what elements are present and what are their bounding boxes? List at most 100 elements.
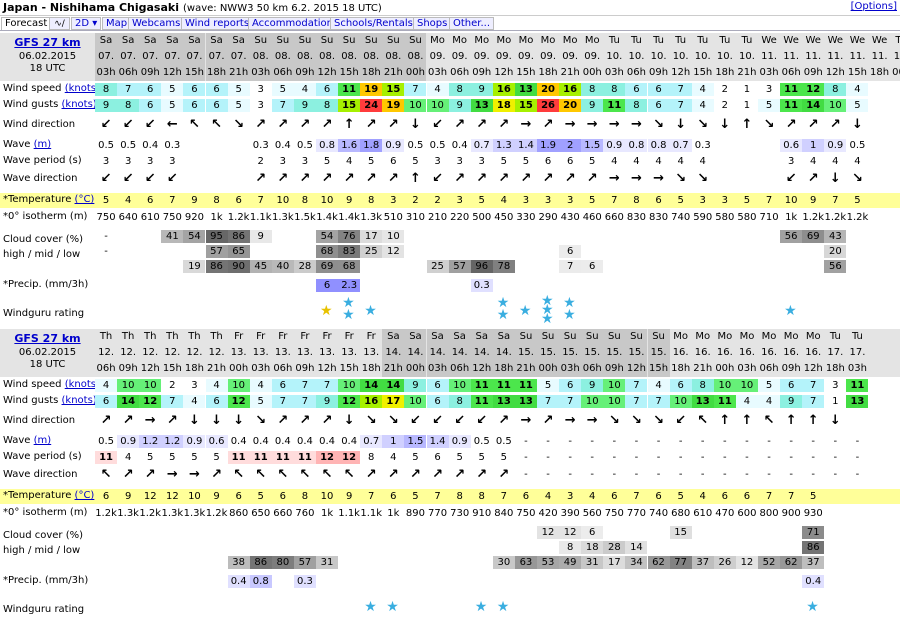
wind-direction-arrow-icon: ↗: [542, 413, 554, 428]
model-link[interactable]: GFS 27 km: [14, 36, 81, 49]
day-label: Th: [210, 331, 223, 342]
date-label: 07.: [98, 51, 114, 62]
time-column-header: Mo 09. 18h: [537, 33, 559, 81]
wave-label-unit-link[interactable]: (m): [33, 435, 52, 446]
temperature-cell: 7: [611, 195, 618, 206]
wave-height-cell: 0.4: [271, 435, 294, 448]
day-label: Th: [188, 331, 201, 342]
temperature-cell: 10: [320, 491, 334, 502]
day-label: Fr: [234, 331, 244, 342]
wind-gusts-cell: 15: [514, 99, 537, 112]
model-link[interactable]: GFS 27 km: [14, 332, 81, 345]
page-title: Japan - Nishihama Chigasaki (wave: NWW3 5…: [3, 1, 382, 14]
wave-period-cell: 3: [426, 155, 449, 168]
options-link[interactable]: [Options]: [850, 1, 897, 12]
model-date: 06.02.2015: [18, 347, 77, 358]
rating-star-icon: ★: [496, 599, 510, 615]
tab-map[interactable]: Map: [102, 17, 132, 30]
isotherm-cell: 1.2k: [227, 212, 250, 223]
wave-height-cell: -: [789, 436, 793, 447]
tab-forecast[interactable]: Forecast: [1, 17, 52, 30]
tab-shops[interactable]: Shops: [413, 17, 452, 30]
wind-direction-arrow-icon: ↖: [188, 117, 200, 132]
hour-label: 03h: [737, 363, 757, 374]
wind-direction-arrow-icon: ↗: [785, 117, 797, 132]
wave-direction-arrow-icon: →: [188, 467, 200, 482]
isotherm-cell: 1.3k: [271, 212, 294, 223]
isotherm-cell: 500: [472, 212, 492, 223]
wave-period-cell: 3: [293, 155, 316, 168]
day-label: Mo: [474, 35, 490, 46]
wave-direction-arrow-icon: →: [608, 171, 620, 186]
wind-direction-arrow-icon: ↗: [498, 117, 510, 132]
precipitation-cell: 2.3: [338, 279, 361, 292]
cloud-low-cell: 78: [492, 260, 515, 273]
wind-gusts-cell: 12: [227, 395, 250, 408]
date-label: 10.: [628, 51, 645, 62]
date-label: 16.: [694, 347, 711, 358]
wind-gusts-cell: 10: [404, 99, 427, 112]
wind-direction-arrow-icon: ↙: [100, 117, 112, 132]
wave-height-cell: 0.8: [316, 139, 339, 152]
tab-wind-reports[interactable]: Wind reports: [181, 17, 254, 30]
wind-speed-label: Wind speed (knots): [3, 379, 100, 390]
wind-direction-arrow-icon: ↓: [233, 413, 245, 428]
date-label: 16.: [761, 347, 777, 358]
wave-period-cell: 6: [426, 451, 449, 464]
temperature-cell: 12: [143, 491, 157, 502]
precipitation-label-text: *Precip. (mm/3h): [3, 279, 89, 290]
wind-speed-cell: 4: [647, 379, 670, 392]
temperature-cell: 3: [390, 195, 397, 206]
temperature-label-unit-link[interactable]: (°C): [74, 490, 95, 501]
cloud-high-cell: 76: [338, 230, 361, 243]
isotherm-cell: 1k: [785, 212, 798, 223]
wave-period-cell: -: [789, 452, 793, 463]
wind-speed-label-unit-link[interactable]: (knots): [64, 379, 100, 390]
wind-speed-label-unit-link[interactable]: (knots): [64, 83, 100, 94]
date-label: 15.: [540, 347, 556, 358]
day-label: Tu: [697, 35, 709, 46]
tab-webcams[interactable]: Webcams: [128, 17, 185, 30]
wave-height-cell: 0.4: [249, 435, 272, 448]
wind-gusts-cell: 7: [271, 99, 294, 112]
wind-speed-cell: 13: [514, 83, 537, 96]
chart-icon[interactable]: ∿∕: [49, 17, 70, 30]
wind-gusts-cell: 26: [537, 99, 560, 112]
model-run: 18 UTC: [29, 63, 66, 74]
wave-direction-arrow-icon: -: [700, 469, 705, 480]
tab-2d[interactable]: 2D ▾: [71, 17, 102, 30]
isotherm-cell: 310: [405, 212, 425, 223]
date-label: 13.: [230, 347, 247, 358]
tab-schools-rentals[interactable]: Schools/Rentals: [330, 17, 417, 30]
wave-height-cell: 1: [802, 139, 825, 152]
wind-gusts-label-text: Wind gusts: [3, 395, 59, 406]
wave-period-cell: 3: [448, 155, 471, 168]
temperature-label-unit-link[interactable]: (°C): [74, 194, 95, 205]
wind-gusts-label-unit-link[interactable]: (knots): [61, 395, 97, 406]
cloud-mid-cell: 6: [559, 245, 582, 258]
wind-gusts-cell: 18: [492, 99, 515, 112]
wind-speed-cell: 16: [492, 83, 515, 96]
wind-gusts-label-unit-link[interactable]: (knots): [61, 99, 97, 110]
date-label: 07.: [164, 51, 181, 62]
tab-other[interactable]: Other...: [449, 17, 495, 30]
wave-height-cell: 1.8: [360, 139, 383, 152]
wind-gusts-cell: 4: [691, 99, 714, 112]
hour-label: 09h: [118, 363, 138, 374]
isotherm-cell: 1.3k: [161, 508, 184, 519]
hour-label: 03h: [251, 67, 271, 78]
wave-label-unit-link[interactable]: (m): [33, 139, 52, 150]
wave-height-cell: -: [855, 436, 860, 447]
time-column-header: Sa 14. 21h: [382, 329, 405, 377]
cloud-high-cell: 12: [537, 526, 560, 539]
day-label: Su: [519, 331, 533, 342]
isotherm-cell: 730: [450, 508, 470, 519]
time-column-header: Fr 13. 06h: [272, 329, 294, 377]
temperature-cell: 3: [566, 195, 574, 206]
wave-period-cell: 3: [95, 155, 118, 168]
isotherm-cell: 1.2k: [205, 508, 228, 519]
wind-speed-cell: 5: [758, 379, 781, 392]
hour-label: 00h: [405, 67, 425, 78]
temperature-cell: 4: [589, 491, 596, 502]
tab-accommodation[interactable]: Accommodation: [248, 17, 338, 30]
